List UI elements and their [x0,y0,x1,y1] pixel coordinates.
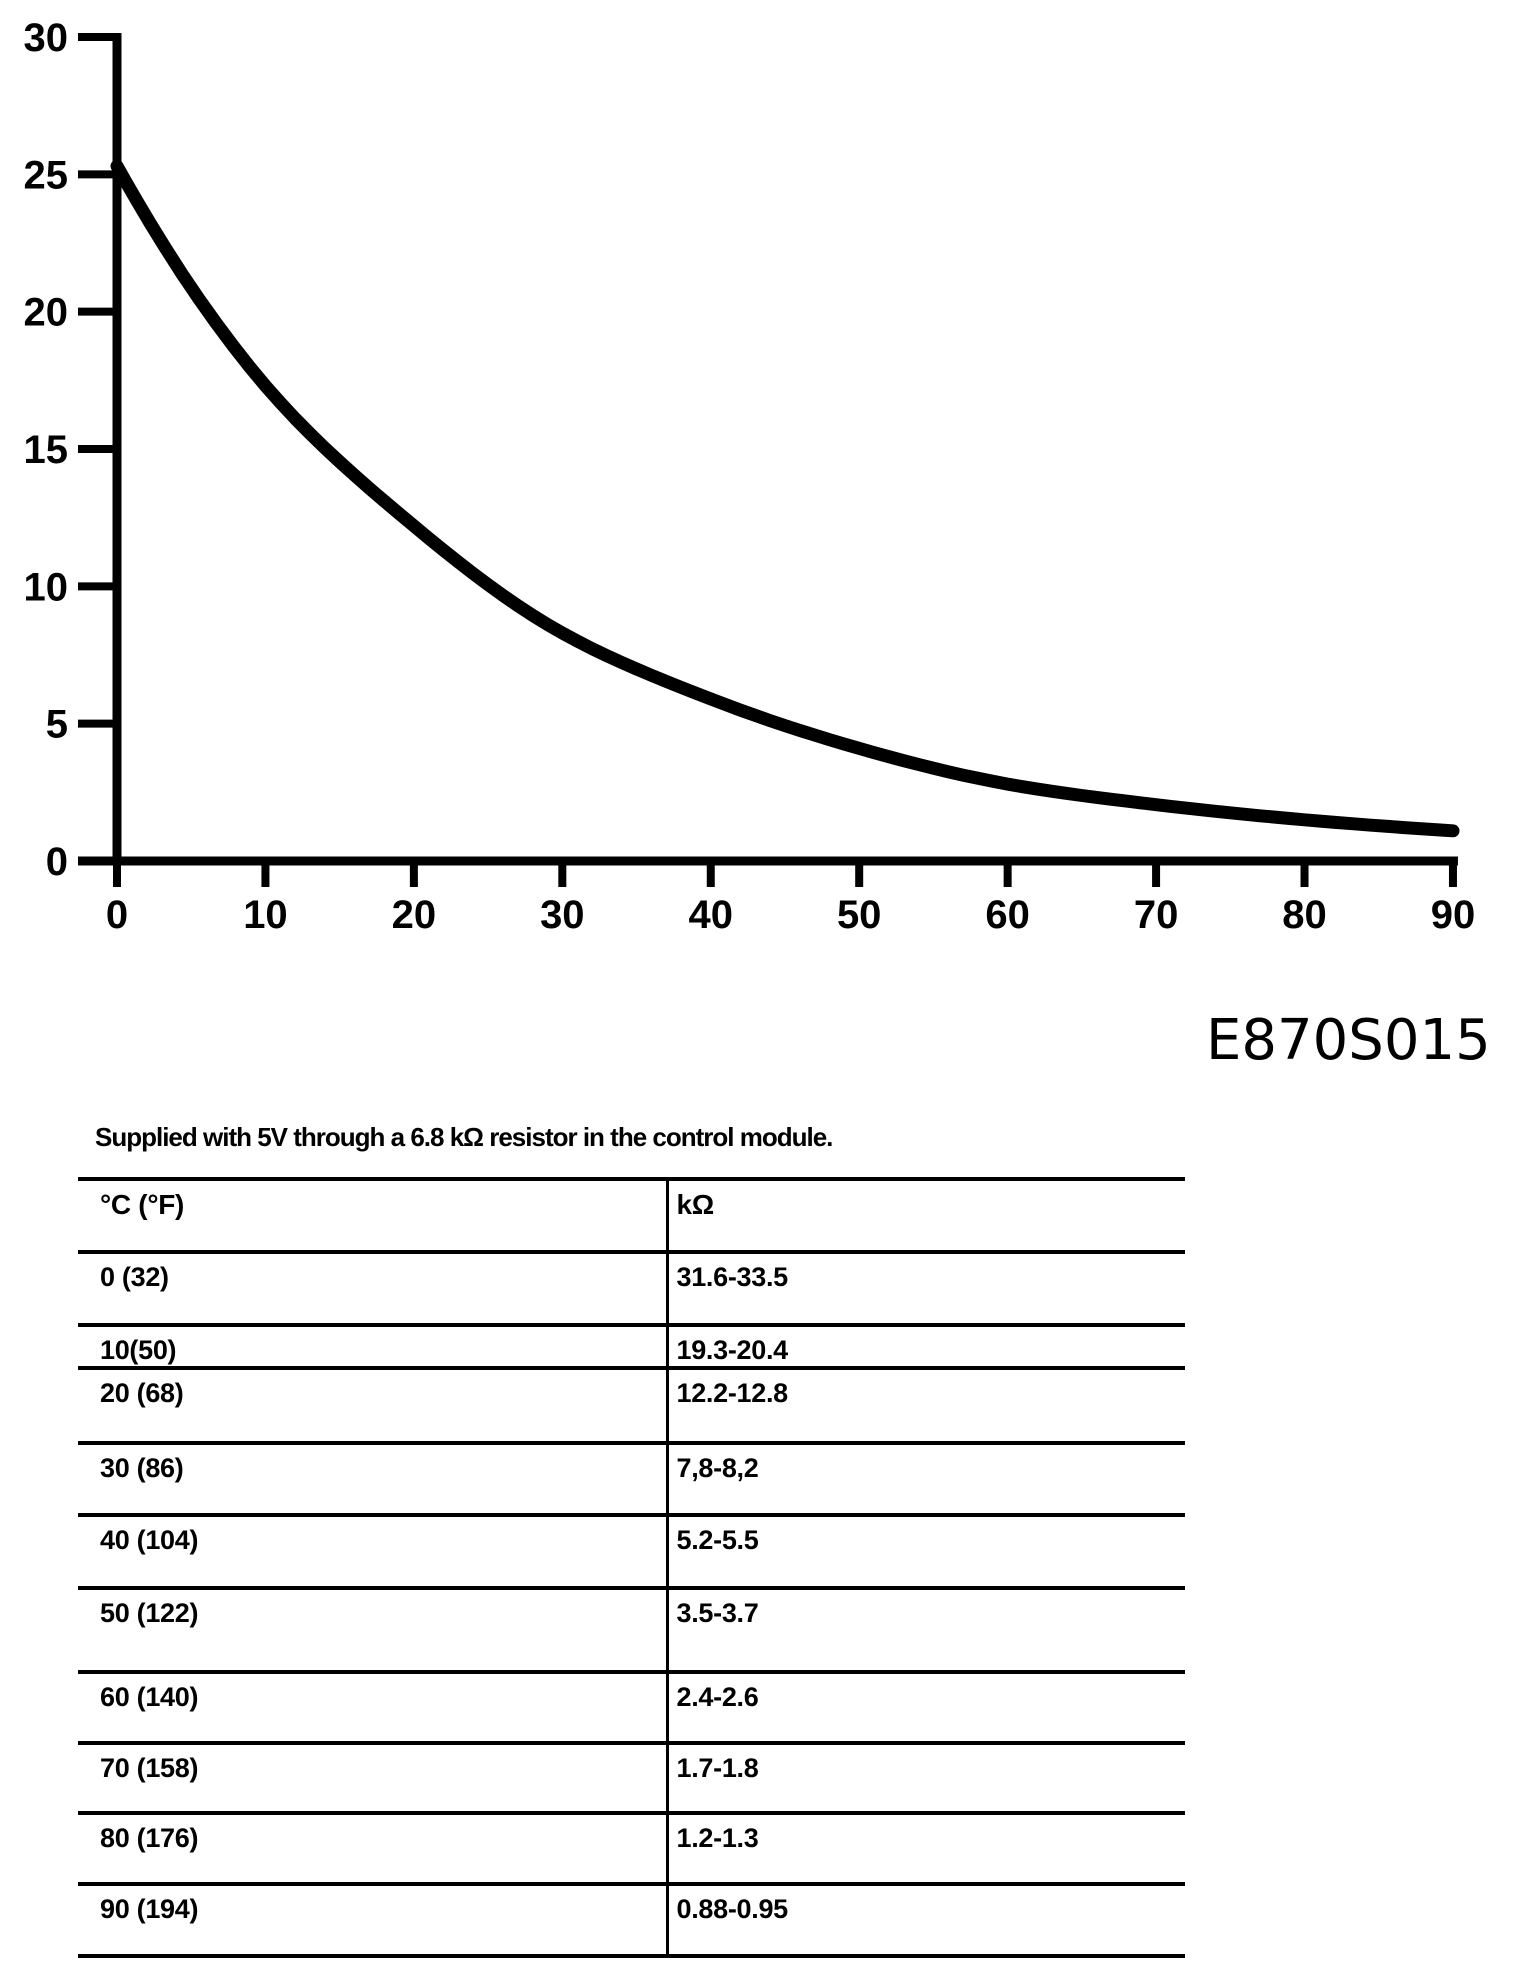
resistance-cell: 7,8-8,2 [665,1441,1185,1515]
y-tick-label: 0 [46,840,68,884]
y-tick-label: 15 [24,428,69,472]
table-row: 70 (158) 1.7-1.8 [78,1741,1185,1813]
x-tick-label: 90 [1431,893,1476,937]
temp-cell: 40 (104) [78,1513,667,1588]
y-tick-label: 10 [24,565,69,609]
figure-code: E870S015 [1206,1008,1491,1073]
x-tick-label: 70 [1134,893,1179,937]
temp-cell: 10(50) [78,1323,667,1368]
y-tick-label: 25 [24,153,69,197]
resistance-cell: 19.3-20.4 [665,1323,1185,1368]
resistance-cell: 0.88-0.95 [665,1882,1185,1958]
supply-note: Supplied with 5V through a 6.8 kΩ resist… [95,1122,833,1152]
temp-cell: 90 (194) [78,1882,667,1958]
table-row: 50 (122) 3.5-3.7 [78,1586,1185,1672]
y-tick-label: 20 [24,291,69,335]
resistance-cell: 3.5-3.7 [665,1586,1185,1672]
resistance-cell: 12.2-12.8 [665,1366,1185,1443]
x-tick-label: 60 [985,893,1030,937]
resistance-curve-chart: 0 5 10 15 20 25 30 0 10 20 30 40 50 60 70 80 90 [24,16,1476,937]
col-header-resistance: kΩ [665,1177,1185,1252]
temp-cell: 80 (176) [78,1811,667,1884]
table-row: 60 (140) 2.4-2.6 [78,1670,1185,1743]
x-tick-label: 0 [106,893,128,937]
resistance-cell: 5.2-5.5 [665,1513,1185,1588]
temp-cell: 70 (158) [78,1741,667,1813]
temp-cell: 30 (86) [78,1441,667,1515]
temp-cell: 50 (122) [78,1586,667,1672]
table-row: 80 (176) 1.2-1.3 [78,1811,1185,1884]
resistance-cell: 1.2-1.3 [665,1811,1185,1884]
y-tick-label: 5 [46,703,68,747]
table-body: 0 (32) 31.6-33.5 10(50) 19.3-20.4 20 (68) 12.… [78,1250,1185,1958]
table-row: 20 (68) 12.2-12.8 [78,1366,1185,1443]
table-row: 0 (32) 31.6-33.5 [78,1250,1185,1325]
table-row: 10(50) 19.3-20.4 [78,1323,1185,1368]
resistance-curve [110,159,1460,838]
table-row: 90 (194) 0.88-0.95 [78,1882,1185,1958]
x-tick-label: 50 [837,893,882,937]
table-row: 40 (104) 5.2-5.5 [78,1513,1185,1588]
resistance-cell: 31.6-33.5 [665,1250,1185,1325]
x-tick-label: 30 [540,893,585,937]
temp-cell: 60 (140) [78,1670,667,1743]
temp-cell: 20 (68) [78,1366,667,1443]
table-header-row: °C (°F) kΩ [78,1177,1185,1252]
col-header-temp: °C (°F) [78,1177,667,1252]
table-row: 30 (86) 7,8-8,2 [78,1441,1185,1515]
y-tick-label: 30 [24,16,69,60]
x-tick-label: 40 [689,893,734,937]
resistance-cell: 1.7-1.8 [665,1741,1185,1813]
table-header: °C (°F) kΩ [78,1177,1185,1252]
temp-cell: 0 (32) [78,1250,667,1325]
resistance-cell: 2.4-2.6 [665,1670,1185,1743]
x-tick-label: 10 [243,893,288,937]
resistance-table: °C (°F) kΩ 0 (32) 31.6-33.5 10(50) 19.3-20.4… [78,1177,1185,1958]
x-tick-label: 80 [1282,893,1327,937]
x-tick-label: 20 [392,893,437,937]
